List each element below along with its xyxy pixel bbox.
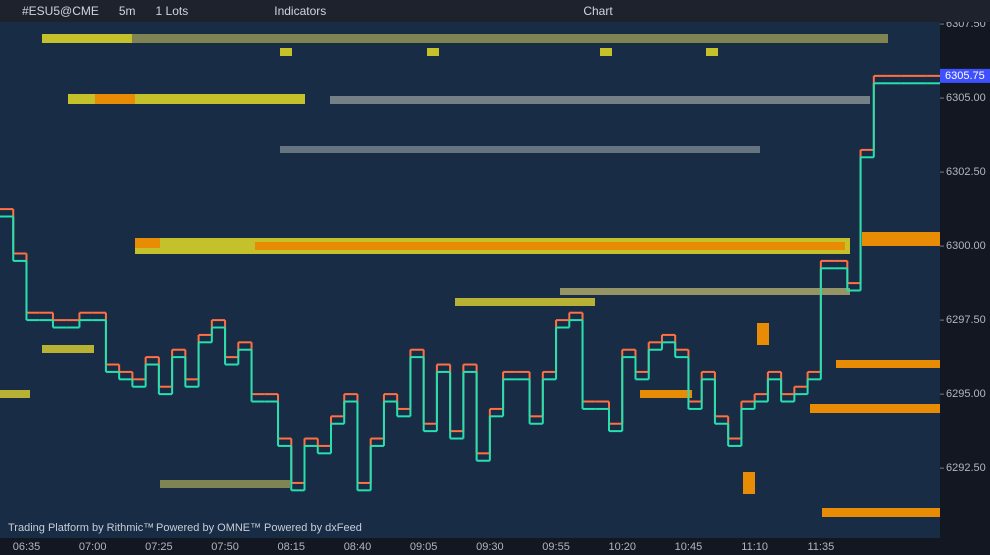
watermark-text: Trading Platform by Rithmic™ (8, 522, 154, 534)
heatmap-band (706, 48, 718, 56)
watermark-text: Powered by OMNE™ (156, 522, 261, 534)
heatmap-band (427, 48, 439, 56)
x-tick-label: 11:35 (807, 541, 834, 553)
y-tick-label: 6302.50 (946, 166, 986, 178)
y-tick-label: 6295.00 (946, 388, 986, 400)
quantity[interactable]: 1 Lots (155, 4, 189, 18)
watermark-text: Powered by dxFeed (264, 522, 362, 534)
symbol[interactable]: #ESU5@CME (22, 4, 99, 18)
heatmap-band (42, 34, 132, 43)
heatmap-band (836, 360, 940, 368)
heatmap-band (810, 404, 940, 413)
heatmap-band (160, 480, 290, 488)
indicators[interactable]: Indicators (274, 4, 327, 18)
heatmap-band (42, 345, 94, 353)
y-tick-label: 6300.00 (946, 240, 986, 252)
x-tick-label: 10:20 (608, 541, 636, 553)
heatmap-band (135, 238, 160, 248)
heatmap-band (95, 94, 135, 104)
price-axis (940, 22, 990, 555)
heatmap-band (640, 390, 692, 398)
y-tick-label: 6305.00 (946, 92, 986, 104)
x-tick-label: 08:15 (278, 541, 306, 553)
x-tick-label: 09:05 (410, 541, 438, 553)
last-price-label: 6305.75 (945, 70, 985, 82)
x-tick-label: 07:25 (145, 541, 173, 553)
last-price-box (940, 68, 990, 83)
x-tick-label: 06:35 (13, 541, 41, 553)
heatmap-band (455, 298, 595, 306)
heatmap-band (0, 390, 30, 398)
x-tick-label: 07:50 (211, 541, 239, 553)
toolbar: #ESU5@CME 5m 1 Lots Indicators Chart (0, 0, 990, 22)
heatmap-band (42, 34, 888, 43)
x-tick-label: 11:10 (741, 541, 768, 553)
heatmap-base (0, 22, 940, 538)
x-tick-label: 09:55 (542, 541, 570, 553)
heatmap-band (743, 472, 755, 494)
x-tick-label: 10:45 (675, 541, 703, 553)
step-line (0, 82, 940, 492)
interval[interactable]: 5m (118, 4, 136, 18)
heatmap-band (280, 48, 292, 56)
heatmap-band (757, 323, 769, 345)
plot-background (0, 22, 940, 538)
x-tick-label: 07:00 (79, 541, 107, 553)
x-tick-label: 08:40 (344, 541, 372, 553)
y-tick-label: 6292.50 (946, 462, 986, 474)
time-axis (0, 538, 940, 555)
heatmap-band (68, 94, 305, 104)
heatmap (0, 22, 940, 538)
heatmap-band (822, 508, 940, 517)
heatmap-band (862, 232, 940, 246)
heatmap-band (330, 96, 870, 104)
heatmap-band (600, 48, 612, 56)
y-tick-label: 6297.50 (946, 314, 986, 326)
heatmap-band (280, 146, 760, 153)
heatmap-band (255, 242, 845, 250)
watermark: Trading Platform by Rithmic™ Powered by … (8, 522, 362, 534)
heatmap-band (560, 288, 850, 295)
x-tick-label: 09:30 (476, 541, 504, 553)
